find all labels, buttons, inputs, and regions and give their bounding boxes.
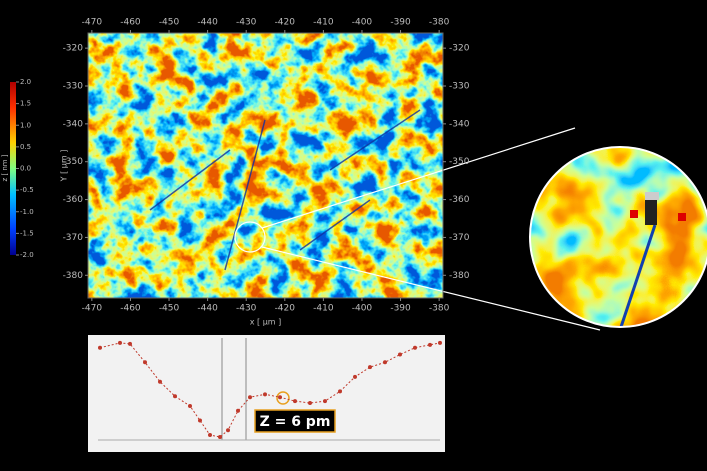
colorbar-label: z [ nm ] <box>1 154 9 181</box>
y-tick-label: -370 <box>449 233 470 243</box>
profile-point <box>293 399 297 404</box>
profile-point <box>248 395 252 400</box>
profile-point <box>198 418 202 423</box>
x-tick-label: -390 <box>390 18 411 28</box>
profile-point <box>263 392 267 397</box>
colorbar-tick-label: 2.0 <box>20 78 31 86</box>
scratches <box>149 109 421 271</box>
annotation-box <box>254 409 336 433</box>
colorbar-tick-label: -1.0 <box>20 208 34 216</box>
profile-point <box>143 360 147 365</box>
profile-point <box>218 435 222 439</box>
x-tick-label: -460 <box>120 304 141 314</box>
profile-line <box>99 342 441 438</box>
zoom-view <box>530 147 707 327</box>
profile-point <box>278 395 282 400</box>
profile-point <box>353 374 357 379</box>
x-tick-label: -450 <box>159 304 180 314</box>
x-tick-label: -430 <box>236 304 257 314</box>
profile-point <box>208 433 212 438</box>
profile-point <box>428 342 432 347</box>
zoom-border <box>529 146 707 328</box>
y-tick-label: -350 <box>63 157 84 167</box>
y-tick-label: -360 <box>449 195 470 205</box>
profile-point <box>98 345 102 350</box>
y-tick-label: -320 <box>449 44 470 54</box>
colorbar-axis: 2.0 1.5 1.0 0.5 0.0 -0.5 -1.0 -1.5 -2.0 z [ nm ] <box>1 78 34 259</box>
marker <box>276 391 290 405</box>
x-tick-label: -390 <box>390 304 411 314</box>
x-tick-label: -400 <box>352 18 373 28</box>
profile-point <box>226 428 230 433</box>
annotation: Z = 6 pm <box>260 414 331 430</box>
x-tick-label: -470 <box>82 18 103 28</box>
colorbar-tick-label: 1.0 <box>20 121 31 129</box>
colorbar-tick-label: -0.5 <box>20 186 34 194</box>
colorbar-tick-label: -2.0 <box>20 251 34 259</box>
profile-point <box>308 401 312 406</box>
profile-point <box>438 340 442 345</box>
colorbar-tick-label: 1.5 <box>20 100 31 108</box>
profile-point <box>118 340 122 345</box>
y-tick-label: -350 <box>449 157 470 167</box>
colorbar-tick-label: 0.5 <box>20 143 31 151</box>
x-tick-label: -450 <box>159 18 180 28</box>
zoom-callout <box>234 127 601 331</box>
profile-point <box>158 379 162 384</box>
y-tick-label: -330 <box>63 82 84 92</box>
colorbar <box>10 82 16 255</box>
colorbar-tick-label: -1.5 <box>20 229 34 237</box>
plot-frame <box>87 32 444 299</box>
profile-point <box>188 403 192 408</box>
y-tick-label: -320 <box>63 44 84 54</box>
x-tick-label: -410 <box>313 18 334 28</box>
profile-point <box>173 394 177 399</box>
surface-map <box>88 33 443 298</box>
profile-point <box>368 365 372 370</box>
x-tick-label: -430 <box>236 18 257 28</box>
y-axis-label: Y [ µm ] <box>60 150 69 183</box>
x-tick-label: -460 <box>120 18 141 28</box>
profile-point <box>128 341 132 346</box>
y-tick-label: -380 <box>63 271 84 281</box>
profile-point <box>413 345 417 350</box>
y-tick-label: -340 <box>449 119 470 129</box>
x-tick-label: -380 <box>429 18 450 28</box>
profile-point <box>338 389 342 394</box>
colorbar-tick-label: 0.0 <box>20 165 31 173</box>
x-tick-label: -440 <box>197 304 218 314</box>
y-tick-label: -330 <box>449 82 470 92</box>
x-tick-label: -420 <box>275 304 296 314</box>
profile-point <box>398 352 402 357</box>
x-tick-label: -380 <box>429 304 450 314</box>
y-tick-label: -380 <box>449 271 470 281</box>
x-tick-label: -440 <box>197 18 218 28</box>
y-tick-label: -360 <box>63 195 84 205</box>
x-tick-label: -470 <box>82 304 103 314</box>
x-tick-label: -420 <box>275 18 296 28</box>
y-tick-label: -370 <box>63 233 84 243</box>
profile-point <box>236 408 240 413</box>
x-tick-label: -400 <box>352 304 373 314</box>
y-tick-label: -340 <box>63 119 84 129</box>
profile-point <box>383 360 387 365</box>
x-tick-label: -410 <box>313 304 334 314</box>
x-axis-label: x [ µm ] <box>250 318 282 327</box>
profile-point <box>323 399 327 404</box>
